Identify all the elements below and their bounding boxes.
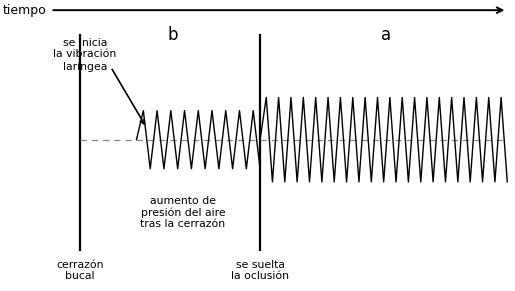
Text: tiempo: tiempo <box>3 4 46 17</box>
Text: b: b <box>167 26 178 44</box>
Text: se suelta
la oclusión: se suelta la oclusión <box>231 260 289 281</box>
Text: a: a <box>381 26 391 44</box>
Text: cerrazón
bucal: cerrazón bucal <box>56 260 104 281</box>
Text: se inicia
la vibración
laríngea: se inicia la vibración laríngea <box>54 38 116 72</box>
Text: aumento de
presión del aire
tras la cerrazón: aumento de presión del aire tras la cerr… <box>140 196 226 229</box>
